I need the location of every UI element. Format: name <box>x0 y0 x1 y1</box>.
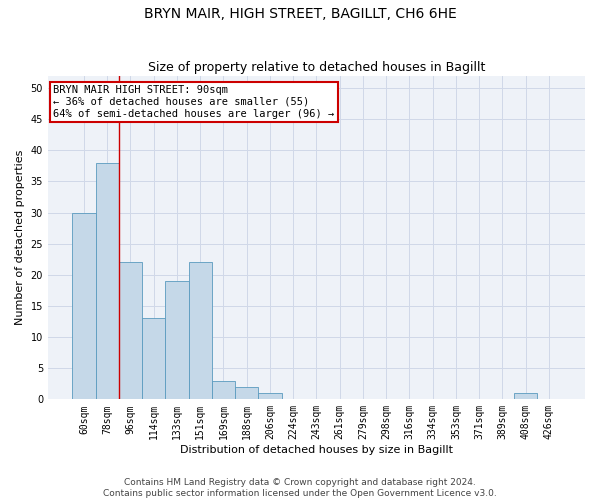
Text: BRYN MAIR, HIGH STREET, BAGILLT, CH6 6HE: BRYN MAIR, HIGH STREET, BAGILLT, CH6 6HE <box>143 8 457 22</box>
Bar <box>95 163 119 400</box>
Bar <box>119 262 142 400</box>
X-axis label: Distribution of detached houses by size in Bagillt: Distribution of detached houses by size … <box>180 445 453 455</box>
Title: Size of property relative to detached houses in Bagillt: Size of property relative to detached ho… <box>148 62 485 74</box>
Bar <box>259 393 281 400</box>
Text: BRYN MAIR HIGH STREET: 90sqm
← 36% of detached houses are smaller (55)
64% of se: BRYN MAIR HIGH STREET: 90sqm ← 36% of de… <box>53 86 335 118</box>
Bar <box>235 387 259 400</box>
Bar <box>73 212 95 400</box>
Bar <box>166 281 188 400</box>
Bar <box>514 393 538 400</box>
Y-axis label: Number of detached properties: Number of detached properties <box>15 150 25 325</box>
Bar <box>188 262 212 400</box>
Text: Contains HM Land Registry data © Crown copyright and database right 2024.
Contai: Contains HM Land Registry data © Crown c… <box>103 478 497 498</box>
Bar <box>142 318 166 400</box>
Bar <box>212 380 235 400</box>
